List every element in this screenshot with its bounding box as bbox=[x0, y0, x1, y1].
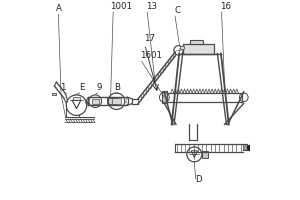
FancyBboxPatch shape bbox=[184, 44, 214, 54]
FancyBboxPatch shape bbox=[180, 46, 184, 49]
Text: D: D bbox=[195, 175, 202, 184]
Text: 1: 1 bbox=[60, 83, 65, 92]
FancyBboxPatch shape bbox=[112, 98, 121, 104]
Text: 17: 17 bbox=[144, 34, 155, 43]
Text: 13: 13 bbox=[146, 2, 157, 11]
FancyBboxPatch shape bbox=[107, 98, 118, 104]
Text: E: E bbox=[79, 83, 84, 92]
Text: B: B bbox=[114, 83, 120, 92]
Text: 1601: 1601 bbox=[140, 51, 162, 60]
FancyBboxPatch shape bbox=[190, 40, 203, 44]
Text: 16: 16 bbox=[220, 2, 231, 11]
Text: 1001: 1001 bbox=[110, 2, 132, 11]
Text: A: A bbox=[56, 4, 62, 13]
FancyBboxPatch shape bbox=[92, 99, 99, 104]
Text: 9: 9 bbox=[96, 83, 102, 92]
FancyBboxPatch shape bbox=[162, 91, 167, 103]
Text: C: C bbox=[174, 6, 180, 15]
FancyBboxPatch shape bbox=[52, 93, 56, 95]
FancyBboxPatch shape bbox=[73, 97, 80, 100]
FancyBboxPatch shape bbox=[202, 151, 208, 158]
